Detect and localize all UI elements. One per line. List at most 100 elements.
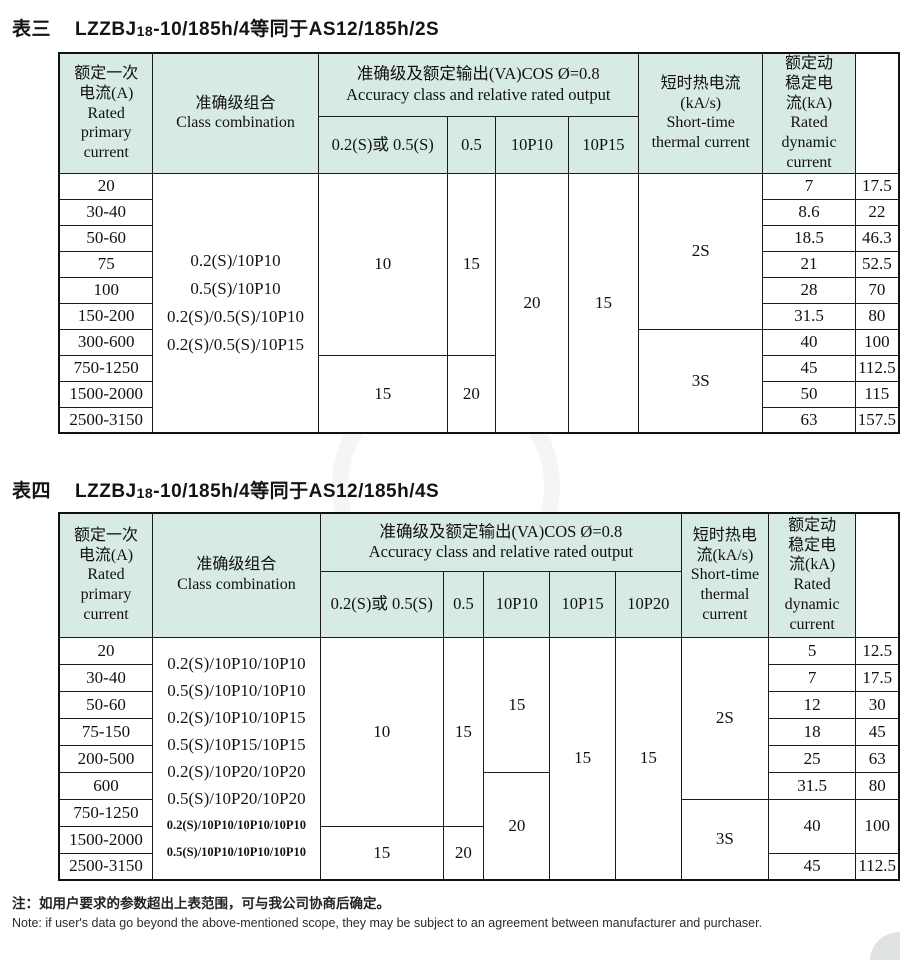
t3-acc-05-upper-cell: 15 [446,172,496,356]
combo-line: 0.2(S)/10P10 [190,251,281,271]
dynamic-current-cell: 70 [854,276,900,304]
t3-header-short-time: 短时热电流 (kA/s) Short-time thermal current [638,52,764,174]
thermal-current-cell: 18.5 [762,224,856,252]
table-row: 750-1250 3S 40 100 [58,798,900,881]
t4-short-time-3s-cell: 3S [680,798,769,881]
thermal-current-cell: 31.5 [762,302,856,330]
dynamic-current-cell: 80 [854,302,900,330]
combo-line: 0.2(S)/0.5(S)/10P10 [167,307,304,327]
thermal-current-cell: 63 [762,406,856,434]
combo-line: 0.2(S)/10P10/10P10 [167,654,306,674]
table4-spec-table: 额定一次 电流(A) Rated primary current 准确级组合 C… [58,512,900,881]
thermal-current-cell: 45 [767,852,857,881]
table4-model-title: LZZBJ 18 -10/185h/4等同于AS12/185h/4S [75,476,439,503]
thermal-current-cell: 40 [762,328,856,356]
rated-current-cell: 20 [58,636,154,665]
table-row: 600 20 31.5 80 [58,771,900,881]
dynamic-current-cell: 112.5 [854,354,900,382]
note-en: Note: if user's data go beyond the above… [12,916,763,930]
t4-acc-10p15-cell: 15 [549,636,616,881]
t3-subheader-10p10: 10P10 [494,115,569,174]
table-row: 75 21 52.5 [58,250,900,278]
table-row: 2500-3150 45 112.5 [58,852,900,881]
dynamic-current-cell: 52.5 [854,250,900,278]
t3-subheader-10p15: 10P15 [567,115,640,174]
rated-current-cell: 30-40 [58,198,154,226]
thermal-current-cell: 21 [762,250,856,278]
combo-line: 0.2(S)/10P10/10P10/10P10 [166,818,307,833]
footer-notes: 注：如用户要求的参数超出上表范围，可与我公司协商后确定。 Note: if us… [12,894,762,932]
model-subscript: 18 [136,485,154,501]
combo-line: 0.2(S)/10P20/10P20 [167,762,306,782]
combo-line: 0.2(S)/0.5(S)/10P15 [167,335,304,355]
t3-acc-10p15-cell: 15 [567,172,640,434]
combo-line: 0.5(S)/10P10/10P10/10P10 [166,845,307,860]
t4-header-dynamic: 额定动 稳定电 流(kA) Rated dynamic current [767,512,857,638]
t3-subheader-0205: 0.2(S)或 0.5(S) [317,115,448,174]
table-row: 100 28 70 [58,276,900,304]
t4-acc-0205-lower-cell: 15 [319,825,444,881]
dynamic-current-cell: 80 [855,771,900,800]
table4-title: 表四 LZZBJ 18 -10/185h/4等同于AS12/185h/4S [12,476,439,503]
t4-header-short-time: 短时热电 流(kA/s) Short-time thermal current [680,512,769,638]
t3-acc-0205-lower-cell: 15 [317,354,448,434]
rated-current-cell: 1500-2000 [58,825,154,854]
rated-current-cell: 1500-2000 [58,380,154,408]
t3-header-dynamic: 额定动 稳定电 流(kA) Rated dynamic current [762,52,856,174]
table3-model-title: LZZBJ 18 -10/185h/4等同于AS12/185h/2S [75,14,439,41]
t3-header-primary-current: 额定一次 电流(A) Rated primary current [58,52,154,174]
combo-line: 0.5(S)/10P10 [190,279,281,299]
t4-acc-10p20-cell: 15 [614,636,682,881]
dynamic-current-cell: 100 [855,798,900,854]
thermal-current-cell: 18 [767,717,857,746]
table3-label: 表三 [12,19,52,40]
table-row: 1500-2000 15 20 [58,825,899,881]
rated-current-cell: 750-1250 [58,798,154,827]
t3-acc-05-lower-cell: 20 [446,354,496,434]
t4-subheader-10p10: 10P10 [483,570,551,638]
model-subscript: 18 [136,23,154,39]
thermal-current-cell: 28 [762,276,856,304]
thermal-current-cell: 7 [762,172,856,200]
t4-short-time-2s-cell: 2S [680,636,769,800]
dynamic-current-cell: 45 [855,717,900,746]
thermal-current-cell: 31.5 [767,771,857,800]
rated-current-cell: 20 [58,172,154,200]
thermal-current-cell: 45 [762,354,856,382]
rated-current-cell: 750-1250 [58,354,154,382]
rated-current-cell: 300-600 [58,328,154,356]
t4-subheader-10p20: 10P20 [614,570,682,638]
model-suffix: -10/185h/4等同于AS12/185h/2S [153,19,440,40]
combo-line: 0.5(S)/10P10/10P10 [167,681,306,701]
rated-current-cell: 2500-3150 [58,852,154,881]
combo-line: 0.2(S)/10P10/10P15 [167,708,306,728]
thermal-current-cell: 5 [767,636,857,665]
rated-current-cell: 30-40 [58,663,154,692]
dynamic-current-cell: 115 [854,380,900,408]
combo-line: 0.5(S)/10P15/10P15 [167,735,306,755]
rated-current-cell: 2500-3150 [58,406,154,434]
t4-acc-0205-upper-cell: 10 [319,636,444,827]
t4-acc-10p10-upper-cell: 15 [483,636,551,773]
note-zh: 注：如用户要求的参数超出上表范围，可与我公司协商后确定。 [12,896,390,911]
table-row: 50-60 12 30 [58,690,900,719]
dynamic-current-cell: 17.5 [855,663,900,692]
dynamic-current-cell: 100 [854,328,900,356]
dynamic-current-cell: 12.5 [855,636,900,665]
dynamic-current-cell: 17.5 [854,172,900,200]
rated-current-cell: 50-60 [58,690,154,719]
rated-current-cell: 75-150 [58,717,154,746]
rated-current-cell: 75 [58,250,154,278]
table-row: 20 0.2(S)/10P10/10P10 0.5(S)/10P10/10P10… [58,636,900,881]
scan-corner-artifact [870,932,900,960]
table-row: 20 0.2(S)/10P10 0.5(S)/10P10 0.2(S)/0.5(… [58,172,900,434]
t3-acc-10p10-cell: 20 [494,172,569,434]
t4-header-accuracy-group: 准确级及额定输出(VA)COS Ø=0.8 Accuracy class and… [319,512,682,572]
rated-current-cell: 150-200 [58,302,154,330]
thermal-current-cell: 25 [767,744,857,773]
thermal-current-cell: 50 [762,380,856,408]
thermal-current-cell: 12 [767,690,857,719]
thermal-current-cell: 7 [767,663,857,692]
rated-current-cell: 600 [58,771,154,800]
t3-subheader-05: 0.5 [446,115,496,174]
